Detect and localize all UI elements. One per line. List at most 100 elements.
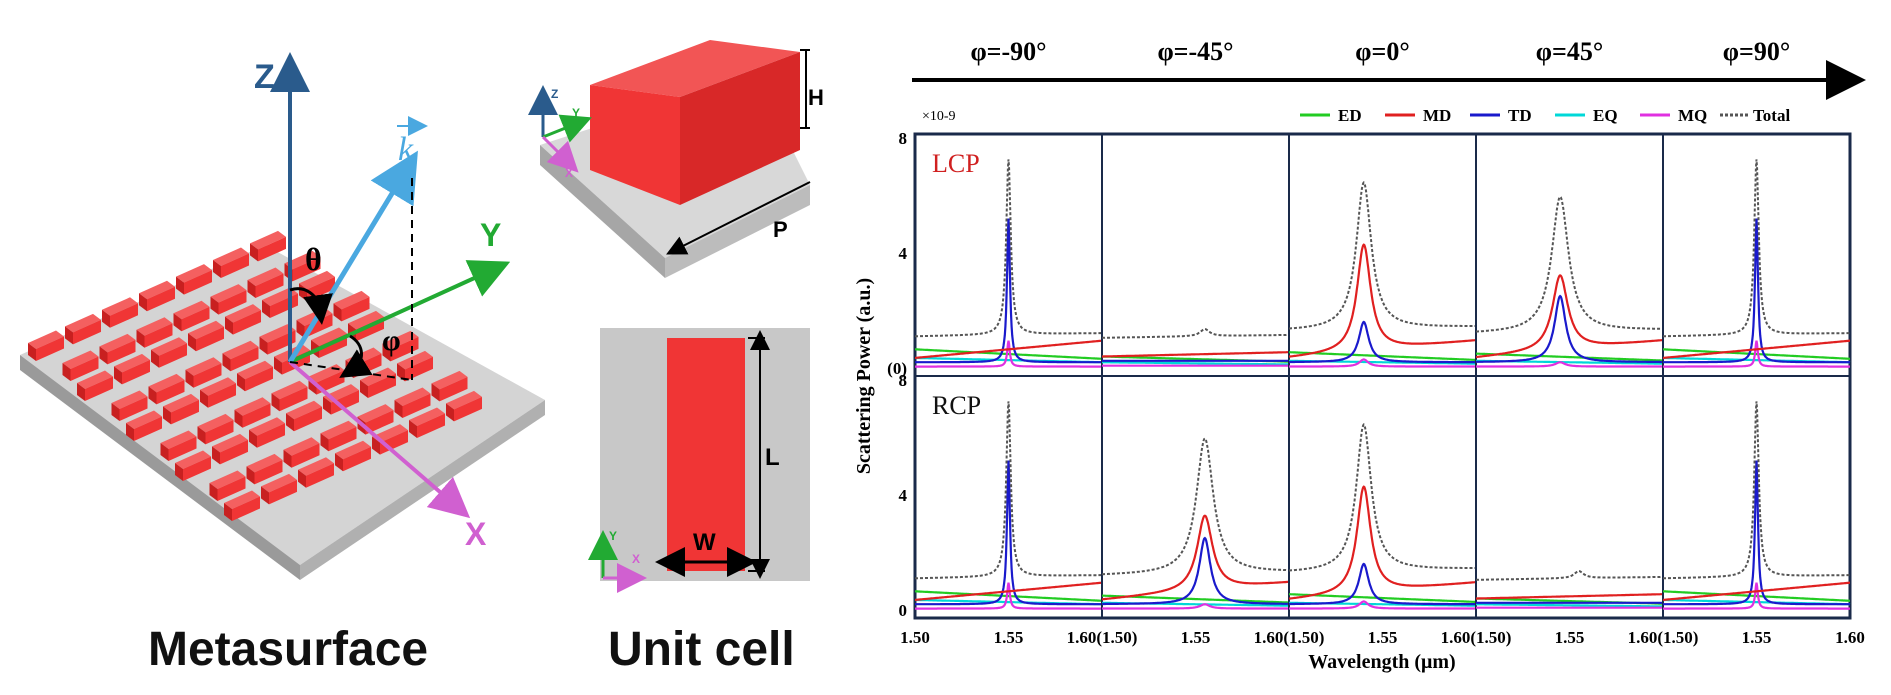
length-label: L <box>765 444 780 471</box>
series-md <box>1288 243 1477 358</box>
chart-panel <box>1101 375 1290 619</box>
series-mq <box>1663 582 1850 610</box>
legend-label-mq: MQ <box>1678 106 1707 125</box>
series-td <box>915 460 1102 606</box>
series-total <box>1289 422 1476 572</box>
k-vector-label: k <box>398 131 414 168</box>
x-tick-label: 1.60(1.50) <box>1441 628 1512 647</box>
unit-cell-top-view <box>588 328 810 593</box>
metasurface-block <box>197 413 234 445</box>
series-total <box>1663 401 1850 580</box>
x-tick-label: 1.55 <box>1368 628 1398 647</box>
series-eq <box>1476 603 1663 608</box>
legend-label-total: Total <box>1753 106 1790 125</box>
legend-label-ed: ED <box>1338 106 1362 125</box>
metasurface-block <box>234 397 271 428</box>
metasurface-block <box>320 420 357 452</box>
phi-header: φ=0° <box>1355 37 1409 66</box>
metasurface-block <box>185 357 222 388</box>
metasurface-block-array <box>28 230 482 521</box>
x-axis-label: X <box>465 516 487 552</box>
x-axis-arrow <box>288 360 471 519</box>
k-vector-arrow <box>287 150 418 364</box>
row-label-lcp: LCP <box>932 149 980 178</box>
metasurface-block <box>151 337 187 368</box>
series-mq <box>1663 340 1850 368</box>
metasurface-block <box>261 473 297 505</box>
series-td <box>915 218 1102 364</box>
series-md <box>1476 593 1663 600</box>
metasurface-block <box>28 330 64 361</box>
metasurface-block <box>394 387 431 418</box>
series-mq <box>915 340 1102 368</box>
metasurface-block <box>222 340 259 372</box>
series-td <box>1476 294 1663 364</box>
series-mq <box>915 582 1102 610</box>
metasurface-block <box>77 370 113 401</box>
metasurface-block <box>99 333 136 365</box>
x-tick-label: 1.60(1.50) <box>1628 628 1699 647</box>
series-md <box>1663 339 1850 359</box>
series-md <box>1663 581 1850 601</box>
row-label-rcp: RCP <box>932 391 981 420</box>
series-ed <box>1289 351 1476 361</box>
series-total <box>1289 180 1476 330</box>
metasurface-block <box>409 407 445 438</box>
y-tick-label: 8 <box>899 129 908 148</box>
series-total <box>1102 327 1289 339</box>
series-total <box>1663 159 1850 338</box>
series-td <box>1102 536 1289 606</box>
phi-arc <box>339 334 373 378</box>
legend-label-md: MD <box>1423 106 1451 125</box>
series-ed <box>915 590 1102 602</box>
topview-y-label: Y <box>609 529 617 543</box>
series-td <box>1289 320 1476 364</box>
metasurface-block <box>286 400 322 432</box>
chart-panel <box>1288 375 1477 619</box>
metasurface-block <box>298 457 334 488</box>
series-md <box>1102 351 1289 358</box>
unit-cell-caption: Unit cell <box>608 623 795 676</box>
chart-panels <box>914 133 1851 619</box>
period-label: P <box>773 217 788 242</box>
series-md <box>1288 485 1477 600</box>
mini-y-label: Y <box>572 106 580 120</box>
metasurface-block <box>111 390 148 421</box>
metasurface-block <box>250 230 286 262</box>
series-mq <box>1289 600 1476 610</box>
scale-label: ×10-9 <box>922 109 956 124</box>
series-ed <box>1289 593 1477 604</box>
metasurface-block <box>188 320 224 352</box>
metasurface-block <box>283 437 320 468</box>
unit-block-front <box>590 85 680 205</box>
x-axis-title: Wavelength (μm) <box>1308 651 1455 673</box>
period-dimension-line <box>666 181 811 255</box>
x-tick-label: 1.55 <box>1555 628 1585 647</box>
metasurface-block <box>271 380 308 412</box>
x-tick-label: 1.55 <box>994 628 1024 647</box>
chart-panel <box>1475 133 1664 377</box>
mini-x-label: X <box>565 166 573 180</box>
metasurface-block <box>209 470 246 501</box>
series-md <box>1476 274 1663 359</box>
metasurface-block <box>65 313 101 345</box>
series-total <box>1475 195 1663 333</box>
metasurface-block <box>62 350 99 381</box>
series-total <box>1476 569 1663 581</box>
phi-headers: φ=-90° φ=-45° φ=0° φ=45° φ=90° <box>970 37 1790 66</box>
series-td <box>1663 460 1850 606</box>
unit-block-top <box>590 40 800 97</box>
x-tick-label: 1.55 <box>1742 628 1772 647</box>
metasurface-block <box>176 264 212 295</box>
y-tick-label: 8 <box>899 371 908 390</box>
chart-panel <box>1101 133 1290 377</box>
metasurface-block <box>247 267 284 298</box>
metasurface-block <box>225 304 261 335</box>
legend-label-eq: EQ <box>1593 106 1618 125</box>
metasurface-block <box>114 353 150 385</box>
metasurface-block <box>163 393 199 425</box>
series-mq <box>1102 603 1289 610</box>
series-md <box>1102 514 1289 601</box>
metasurface-block <box>335 440 371 472</box>
metasurface-block <box>249 417 285 448</box>
